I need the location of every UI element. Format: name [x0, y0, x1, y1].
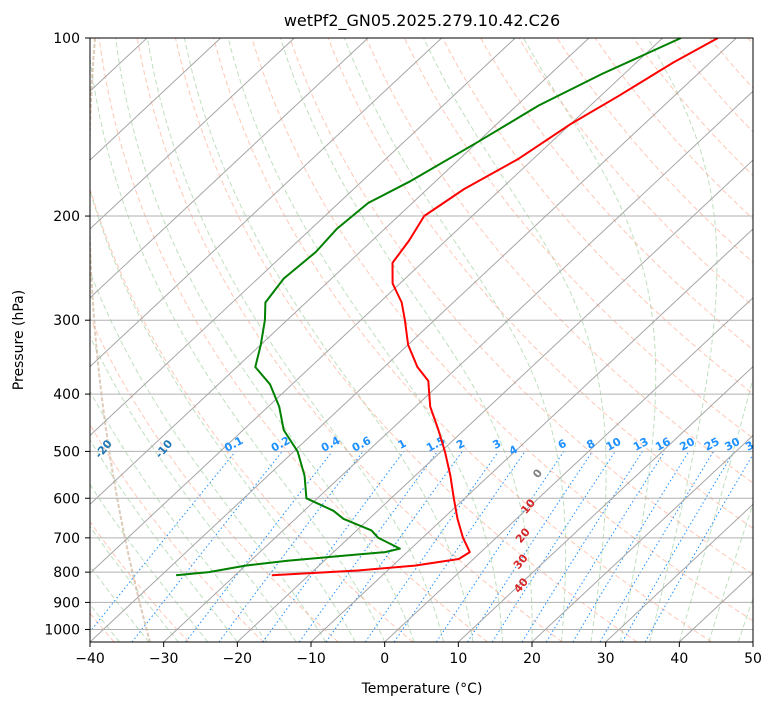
mixing-ratio-label: 30	[723, 435, 743, 454]
x-axis: −40 −30 −20 −10 0 10 20 30 40 50	[75, 642, 762, 667]
moist-adiabat-line	[423, 38, 607, 642]
y-tick-label: 400	[53, 387, 80, 403]
mixing-ratio-label: 25	[702, 435, 722, 454]
y-tick-label: 600	[53, 491, 80, 507]
moist-adiabat-line	[90, 438, 238, 642]
isotherm-line	[90, 38, 590, 505]
dry-adiabat-line	[213, 38, 712, 642]
y-axis-label: Pressure (hPa)	[11, 290, 27, 390]
moist-adiabat-line	[90, 335, 297, 642]
y-tick-label: 100	[53, 31, 80, 47]
x-tick-label: 0	[380, 651, 389, 667]
mixing-ratio-line	[185, 451, 333, 642]
moist-adiabat-line	[90, 54, 386, 642]
y-tick-label: 1000	[44, 622, 80, 638]
mixing-ratio-label: 10	[604, 435, 624, 454]
dry-adiabat-line	[327, 38, 753, 529]
mixing-ratio-label: 20	[677, 435, 697, 454]
y-tick-label: 700	[53, 531, 80, 547]
temperature-profile-line	[271, 38, 719, 577]
plot-frame	[89, 37, 754, 643]
dry-adiabat-line	[90, 520, 190, 642]
mixing-ratio-line	[364, 451, 499, 642]
isotherm-line	[384, 297, 753, 642]
y-tick-label: 300	[53, 313, 80, 329]
x-tick-label: 30	[597, 651, 615, 667]
moist-adiabat-line	[678, 376, 753, 642]
x-tick-label: 10	[449, 651, 467, 667]
x-tick-label: −20	[223, 651, 253, 667]
x-axis-label: Temperature (°C)	[361, 681, 483, 697]
moist-adiabat-line	[90, 188, 356, 642]
dry-adiabats-group	[90, 38, 753, 642]
dry-adiabat-line	[251, 38, 753, 622]
moist-adiabat-line	[343, 38, 567, 642]
mixing-ratio-line	[262, 451, 405, 642]
moist-adiabat-line	[280, 38, 533, 642]
x-tick-label: 20	[523, 651, 541, 667]
moist-adiabat-line	[523, 38, 657, 642]
isotherms-group	[90, 38, 753, 642]
x-tick-label: 40	[670, 651, 688, 667]
isotherm-line	[90, 38, 221, 161]
isotherm-line	[90, 38, 516, 437]
isotherm-line	[90, 38, 369, 299]
moist-adiabat-line	[90, 483, 209, 642]
isotherm-line	[236, 159, 753, 642]
line-labels-group: 0.10.20.40.611.52346810131620253036-100-…	[92, 434, 763, 596]
mixing-ratio-line	[298, 451, 438, 642]
dry-adiabat-line	[480, 38, 753, 351]
dry-adiabat-line	[98, 38, 488, 642]
y-tick-label: 900	[53, 595, 80, 611]
mixing-ratio-label: 13	[631, 435, 651, 454]
y-tick-label: 500	[53, 444, 80, 460]
x-tick-label: −40	[75, 651, 105, 667]
moist-adiabat-line	[146, 38, 445, 642]
isotherm-line	[457, 365, 753, 642]
dewpoint-profile-line	[176, 38, 682, 577]
chart-title: wetPf2_GN05.2025.279.10.42.C26	[284, 11, 560, 31]
y-tick-label: 800	[53, 565, 80, 581]
dry-adiabat-line	[90, 423, 264, 642]
mixing-ratio-line	[572, 451, 690, 642]
moist-adiabat-line	[115, 38, 415, 642]
y-axis: 100 200 300 400 500 600 700 800 900 1000	[44, 31, 90, 638]
dry-adiabat-line	[90, 187, 414, 642]
isotherm-line	[90, 38, 442, 368]
mixing-ratio-line	[545, 451, 666, 642]
isotherm-line	[163, 90, 753, 642]
mixing-ratio-label: 36	[743, 435, 763, 454]
y-tick-label: 200	[53, 209, 80, 225]
mixing-ratio-line	[90, 451, 236, 633]
profiles-group	[176, 38, 719, 577]
moist-adiabat-line	[90, 270, 327, 642]
isotherm-line	[531, 434, 753, 642]
mixing-ratio-line	[325, 451, 463, 642]
isotherm-line	[90, 38, 295, 230]
moist-adiabat-line	[647, 38, 718, 642]
dry-adiabat-line	[174, 38, 638, 642]
moist-adiabat-line	[737, 596, 753, 642]
mixing-ratio-line	[467, 451, 593, 642]
x-tick-label: −30	[149, 651, 179, 667]
isotherm-line	[90, 38, 737, 642]
mixing-ratio-line	[435, 451, 565, 642]
isotherm-line	[605, 503, 753, 642]
x-tick-label: −10	[296, 651, 326, 667]
plot-area: 0.10.20.40.611.52346810131620253036-100-…	[90, 38, 763, 642]
moist-adiabat-line	[90, 390, 268, 642]
moist-adiabat-line	[227, 38, 503, 642]
isotherm-line	[310, 228, 753, 642]
dry-adiabat-line	[403, 38, 753, 439]
x-tick-label: 50	[744, 651, 762, 667]
grid-group	[90, 38, 753, 630]
mixing-ratio-label: 16	[653, 435, 673, 454]
isotherm-line	[90, 38, 663, 574]
mixing-ratio-line	[218, 451, 364, 642]
